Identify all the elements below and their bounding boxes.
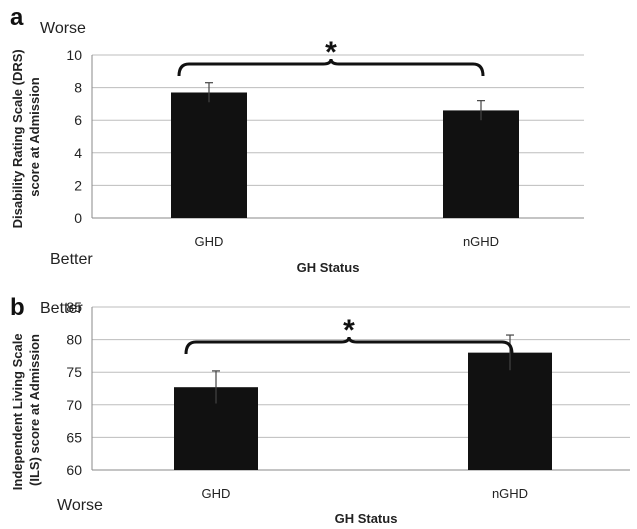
panel-b-bar-nghd [468, 352, 552, 470]
panel-a-significance-star: * [325, 36, 337, 69]
panel-a-y-axis-label-line1: Disability Rating Scale (DRS) [10, 49, 25, 228]
panel-a-y-axis-label: Disability Rating Scale (DRS) score at A… [10, 46, 42, 229]
panel-b-direction-top: Better [40, 300, 83, 317]
panel-a-significance-bracket [177, 58, 485, 77]
panel-a-x-axis-label: GH Status [297, 260, 360, 275]
panel-b-direction-bottom: Worse [57, 497, 103, 514]
panel-b-y-tick-label: 75 [66, 364, 82, 380]
panel-a-y-tick-label: 4 [74, 145, 82, 161]
panel-b-x-tick-label-ghd: GHD [202, 486, 231, 501]
panel-a-x-tick-label-ghd: GHD [195, 234, 224, 249]
panel-a-y-tick-label: 2 [74, 177, 82, 193]
panel-a-y-tick-label: 0 [74, 210, 82, 226]
panel-a-plot: 0 2 4 6 8 10 GHD nGHD * [66, 36, 584, 249]
panel-b-significance-star: * [343, 314, 355, 347]
panel-b-significance-bracket [184, 336, 514, 355]
panel-b-letter: b [10, 294, 25, 321]
panel-b-y-tick-label: 60 [66, 462, 82, 478]
panel-b-x-axis-label: GH Status [335, 511, 398, 526]
panel-a-direction-top: Worse [40, 20, 86, 37]
panel-b-y-axis-label: Independent Living Scale (ILS) score at … [10, 330, 42, 490]
panel-b-x-tick-label-nghd: nGHD [492, 486, 528, 501]
panel-a-bar-nghd [443, 110, 519, 218]
panel-b-y-axis-label-line2: (ILS) score at Admission [27, 334, 42, 486]
panel-b-y-tick-label: 80 [66, 332, 82, 348]
panel-b-y-tick-label: 70 [66, 397, 82, 413]
panel-a-y-axis-label-line2: score at Admission [27, 77, 42, 197]
panel-a-x-tick-label-nghd: nGHD [463, 234, 499, 249]
panel-a-letter: a [10, 4, 24, 31]
panel-b-y-axis-label-line1: Independent Living Scale [10, 333, 25, 490]
panel-a-y-tick-label: 10 [66, 47, 82, 63]
panel-a-direction-bottom: Better [50, 251, 93, 268]
panel-a-bar-ghd [171, 92, 247, 218]
panel-b-y-tick-label: 85 [66, 299, 82, 315]
panel-b-plot: 60 65 70 75 80 85 GHD nGHD * [66, 299, 630, 501]
panel-a-y-tick-label: 6 [74, 112, 82, 128]
panel-a-y-tick-label: 8 [74, 80, 82, 96]
panel-b-y-tick-label: 65 [66, 429, 82, 445]
